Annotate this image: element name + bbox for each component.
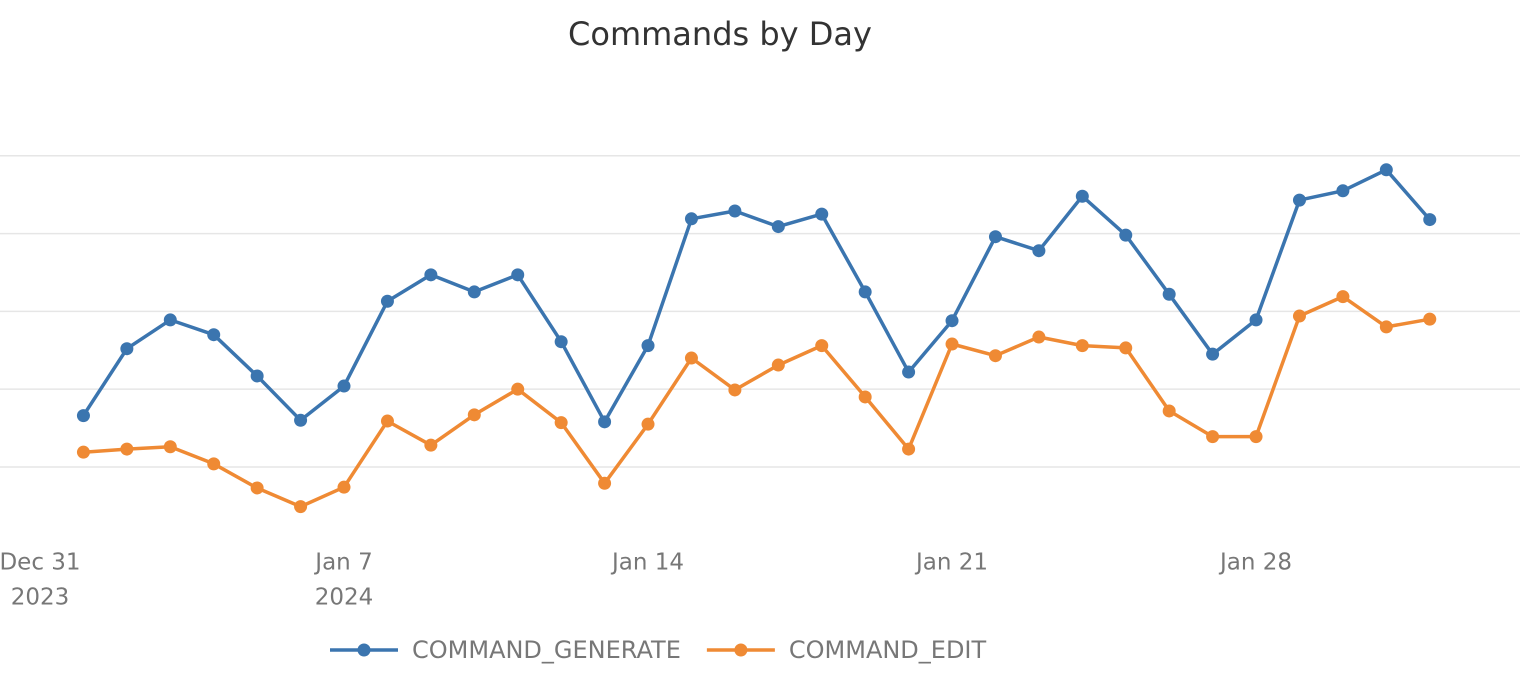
data-point — [771, 220, 785, 234]
x-tick-label: Jan 28 — [1218, 550, 1292, 576]
data-point — [467, 408, 481, 422]
x-tick-label: Jan 7 — [313, 550, 372, 576]
legend-label: COMMAND_EDIT — [789, 636, 987, 664]
data-point — [511, 382, 525, 396]
data-point — [945, 337, 959, 351]
data-point — [1032, 244, 1046, 258]
data-point — [511, 268, 525, 282]
data-point — [684, 351, 698, 365]
data-point — [684, 212, 698, 226]
data-point — [1075, 189, 1089, 203]
data-point — [76, 445, 90, 459]
data-point — [1206, 347, 1220, 361]
x-tick-year: 2024 — [315, 585, 374, 611]
chart-title: Commands by Day — [568, 15, 872, 53]
data-point — [337, 480, 351, 494]
data-point — [1162, 404, 1176, 418]
data-point — [1249, 313, 1263, 327]
data-point — [815, 339, 829, 353]
data-point — [380, 414, 394, 428]
data-point — [424, 268, 438, 282]
x-tick-label: Jan 14 — [610, 550, 684, 576]
data-point — [294, 500, 308, 514]
series-line — [81, 168, 1432, 424]
x-tick-label: Dec 31 — [0, 550, 81, 576]
series-line — [83, 294, 1431, 509]
data-point — [945, 314, 959, 328]
data-point — [598, 476, 612, 490]
data-point — [598, 415, 612, 429]
data-point — [641, 417, 655, 431]
data-point — [120, 342, 134, 356]
x-tick-label: Jan 21 — [914, 550, 988, 576]
data-point — [250, 369, 264, 383]
legend-marker — [357, 643, 371, 657]
data-point — [1206, 430, 1220, 444]
data-point — [207, 328, 221, 342]
data-point — [120, 442, 134, 456]
data-point — [207, 457, 221, 471]
legend-label: COMMAND_GENERATE — [412, 636, 681, 664]
legend: COMMAND_GENERATE COMMAND_EDIT — [330, 636, 987, 664]
data-point — [1119, 341, 1133, 355]
data-point — [1292, 193, 1306, 207]
data-point — [163, 313, 177, 327]
data-point — [76, 409, 90, 423]
x-tick-year: 2023 — [11, 585, 70, 611]
data-point — [1423, 213, 1437, 227]
data-point — [1423, 312, 1437, 326]
data-point — [294, 413, 308, 427]
data-point — [1336, 290, 1350, 304]
data-point — [424, 438, 438, 452]
data-point — [988, 349, 1002, 363]
data-point — [467, 285, 481, 299]
data-point — [728, 383, 742, 397]
data-point — [1249, 430, 1263, 444]
data-point — [728, 204, 742, 218]
data-point — [1336, 184, 1350, 198]
data-point — [641, 339, 655, 353]
data-point — [858, 285, 872, 299]
data-point — [1119, 228, 1133, 242]
data-point — [554, 335, 568, 349]
data-point — [1379, 320, 1393, 334]
data-point — [554, 416, 568, 430]
data-point — [250, 481, 264, 495]
data-point — [988, 230, 1002, 244]
legend-marker — [734, 643, 748, 657]
data-point — [337, 379, 351, 393]
data-point — [902, 442, 916, 456]
data-point — [1075, 339, 1089, 353]
data-point — [902, 365, 916, 379]
data-point — [1379, 163, 1393, 177]
data-point — [380, 294, 394, 308]
data-point — [858, 390, 872, 404]
data-point — [1162, 287, 1176, 301]
data-point — [163, 440, 177, 454]
data-point — [815, 207, 829, 221]
data-point — [1032, 330, 1046, 344]
data-point — [1292, 309, 1306, 323]
data-point — [771, 358, 785, 372]
